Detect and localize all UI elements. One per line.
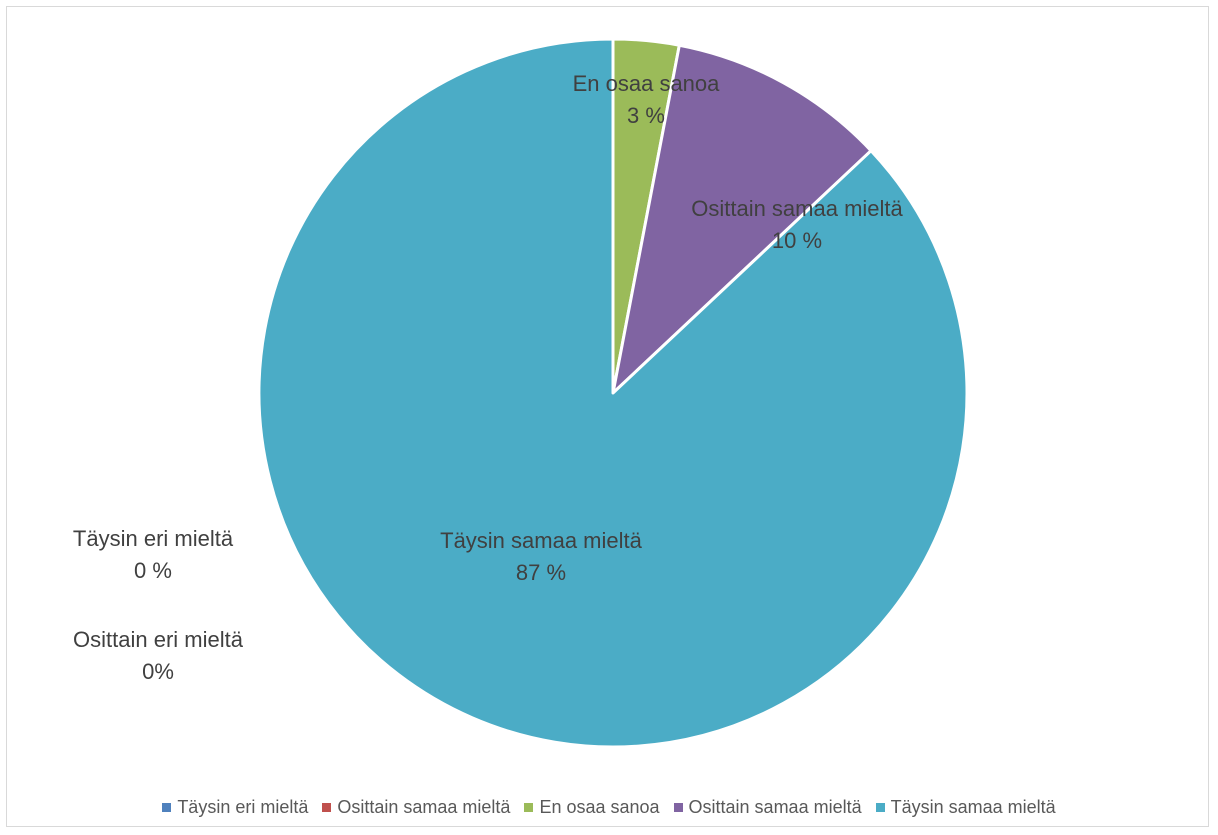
slice-label-name: Täysin eri mieltä — [73, 526, 234, 551]
legend-label: Osittain samaa mieltä — [688, 797, 862, 817]
legend-item: En osaa sanoa — [524, 797, 660, 818]
legend-label: Täysin samaa mieltä — [890, 797, 1056, 817]
legend-label: Täysin eri mieltä — [177, 797, 309, 817]
slice-label-name: Osittain samaa mieltä — [691, 196, 903, 221]
slice-label: Osittain eri mieltä 0% — [73, 627, 244, 684]
slice-label-name: Osittain eri mieltä — [73, 627, 244, 652]
legend: Täysin eri mieltä Osittain samaa mieltä En… — [0, 797, 1218, 818]
legend-label: En osaa sanoa — [539, 797, 660, 817]
pie-slice — [257, 37, 969, 749]
slice-label: Täysin samaa mieltä 87 % — [440, 528, 643, 585]
legend-swatch — [322, 803, 332, 812]
legend-item: Täysin samaa mieltä — [875, 797, 1056, 818]
slice-label-name: Täysin samaa mieltä — [440, 528, 643, 553]
legend-swatch — [524, 803, 534, 812]
legend-item: Täysin eri mieltä — [162, 797, 308, 818]
pie-labels: Täysin eri mieltä 0 % Osittain eri mieltä 0… — [73, 71, 904, 684]
legend-item: Osittain samaa mieltä — [322, 797, 510, 818]
slice-label-value: 0 % — [134, 558, 172, 583]
legend-swatch — [673, 803, 683, 812]
slice-label: Osittain samaa mieltä 10 % — [691, 196, 903, 253]
legend-swatch — [875, 803, 885, 812]
slice-label-name: En osaa sanoa — [573, 71, 721, 96]
legend-label: Osittain samaa mieltä — [337, 797, 511, 817]
slice-label: En osaa sanoa 3 % — [573, 71, 721, 128]
slice-label-value: 0% — [142, 659, 174, 684]
legend-item: Osittain samaa mieltä — [673, 797, 862, 818]
pie-slices — [257, 37, 969, 749]
pie-slice — [611, 43, 873, 395]
slice-label: Täysin eri mieltä 0 % — [73, 526, 234, 583]
legend-swatch — [162, 803, 172, 812]
slice-label-value: 87 % — [516, 560, 566, 585]
slice-label-value: 3 % — [627, 103, 665, 128]
slice-label-value: 10 % — [772, 228, 822, 253]
